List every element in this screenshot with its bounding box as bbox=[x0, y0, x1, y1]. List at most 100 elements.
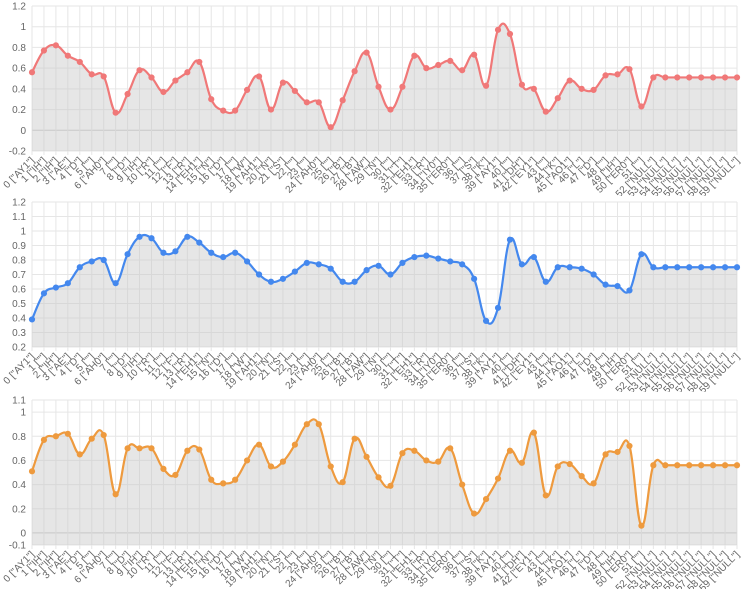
data-point[interactable] bbox=[40, 290, 48, 297]
data-point[interactable] bbox=[291, 441, 298, 448]
data-point[interactable] bbox=[542, 278, 549, 285]
data-point[interactable] bbox=[435, 61, 442, 69]
data-point[interactable] bbox=[518, 81, 526, 88]
data-point[interactable] bbox=[52, 433, 59, 440]
data-point[interactable] bbox=[542, 108, 549, 115]
data-point[interactable] bbox=[267, 463, 275, 470]
data-point[interactable] bbox=[626, 66, 633, 73]
data-point[interactable] bbox=[530, 254, 537, 261]
data-point[interactable] bbox=[423, 252, 430, 259]
data-point[interactable] bbox=[482, 82, 490, 89]
data-point[interactable] bbox=[303, 99, 310, 106]
data-point[interactable] bbox=[339, 479, 346, 486]
data-point[interactable] bbox=[482, 495, 490, 503]
data-point[interactable] bbox=[662, 264, 669, 271]
data-point[interactable] bbox=[279, 275, 287, 282]
data-point[interactable] bbox=[387, 482, 394, 489]
data-point[interactable] bbox=[710, 264, 717, 271]
data-point[interactable] bbox=[471, 51, 478, 58]
data-point[interactable] bbox=[494, 26, 502, 33]
data-point[interactable] bbox=[52, 284, 59, 291]
data-point[interactable] bbox=[423, 65, 430, 72]
data-point[interactable] bbox=[494, 304, 502, 311]
data-point[interactable] bbox=[148, 74, 155, 81]
data-point[interactable] bbox=[674, 74, 681, 81]
data-point[interactable] bbox=[494, 475, 502, 482]
data-point[interactable] bbox=[614, 71, 621, 78]
data-point[interactable] bbox=[375, 83, 382, 90]
data-point[interactable] bbox=[506, 236, 514, 243]
data-point[interactable] bbox=[148, 445, 155, 452]
data-point[interactable] bbox=[733, 462, 741, 469]
data-point[interactable] bbox=[243, 258, 251, 265]
data-point[interactable] bbox=[602, 281, 609, 288]
data-point[interactable] bbox=[64, 430, 71, 437]
data-point[interactable] bbox=[435, 458, 442, 465]
data-point[interactable] bbox=[76, 58, 83, 66]
data-point[interactable] bbox=[482, 317, 490, 325]
data-point[interactable] bbox=[602, 72, 609, 79]
data-point[interactable] bbox=[255, 271, 263, 278]
data-point[interactable] bbox=[363, 49, 370, 56]
data-point[interactable] bbox=[554, 264, 561, 271]
data-point[interactable] bbox=[28, 69, 36, 76]
data-point[interactable] bbox=[686, 264, 693, 271]
data-point[interactable] bbox=[698, 462, 705, 469]
data-point[interactable] bbox=[88, 71, 95, 78]
data-point[interactable] bbox=[459, 261, 466, 268]
data-point[interactable] bbox=[28, 316, 36, 323]
data-point[interactable] bbox=[710, 74, 717, 81]
data-point[interactable] bbox=[662, 74, 669, 81]
data-point[interactable] bbox=[387, 271, 394, 278]
data-point[interactable] bbox=[291, 268, 298, 275]
data-point[interactable] bbox=[220, 107, 227, 114]
data-point[interactable] bbox=[136, 233, 143, 240]
data-point[interactable] bbox=[375, 262, 382, 269]
data-point[interactable] bbox=[686, 462, 693, 469]
data-point[interactable] bbox=[566, 460, 573, 468]
data-point[interactable] bbox=[303, 421, 310, 428]
data-point[interactable] bbox=[375, 474, 382, 481]
data-point[interactable] bbox=[88, 435, 95, 442]
data-point[interactable] bbox=[590, 86, 597, 93]
data-point[interactable] bbox=[411, 52, 418, 59]
data-point[interactable] bbox=[172, 248, 179, 255]
data-point[interactable] bbox=[638, 251, 645, 258]
data-point[interactable] bbox=[506, 30, 514, 38]
data-point[interactable] bbox=[100, 73, 107, 80]
data-point[interactable] bbox=[184, 69, 191, 76]
data-point[interactable] bbox=[291, 87, 298, 95]
data-point[interactable] bbox=[721, 264, 729, 271]
data-point[interactable] bbox=[614, 283, 621, 290]
data-point[interactable] bbox=[602, 451, 609, 458]
data-point[interactable] bbox=[160, 88, 167, 96]
data-point[interactable] bbox=[124, 90, 131, 98]
data-point[interactable] bbox=[590, 271, 597, 278]
data-point[interactable] bbox=[674, 462, 681, 469]
data-point[interactable] bbox=[184, 447, 191, 454]
data-point[interactable] bbox=[315, 99, 322, 106]
data-point[interactable] bbox=[148, 235, 155, 242]
data-point[interactable] bbox=[626, 442, 633, 450]
data-point[interactable] bbox=[578, 85, 585, 92]
data-point[interactable] bbox=[662, 462, 669, 469]
data-point[interactable] bbox=[721, 462, 729, 469]
data-point[interactable] bbox=[243, 86, 251, 93]
data-point[interactable] bbox=[208, 476, 215, 483]
data-point[interactable] bbox=[614, 448, 621, 456]
data-point[interactable] bbox=[554, 463, 561, 470]
data-point[interactable] bbox=[530, 85, 537, 92]
data-point[interactable] bbox=[518, 261, 526, 268]
data-point[interactable] bbox=[423, 457, 430, 464]
data-point[interactable] bbox=[578, 265, 585, 272]
data-point[interactable] bbox=[399, 259, 406, 267]
data-point[interactable] bbox=[232, 249, 239, 256]
data-point[interactable] bbox=[733, 74, 741, 81]
data-point[interactable] bbox=[590, 480, 597, 487]
data-point[interactable] bbox=[267, 106, 275, 113]
data-point[interactable] bbox=[124, 251, 131, 258]
data-point[interactable] bbox=[267, 278, 275, 285]
data-point[interactable] bbox=[626, 287, 633, 294]
data-point[interactable] bbox=[578, 473, 585, 480]
data-point[interactable] bbox=[411, 254, 418, 261]
